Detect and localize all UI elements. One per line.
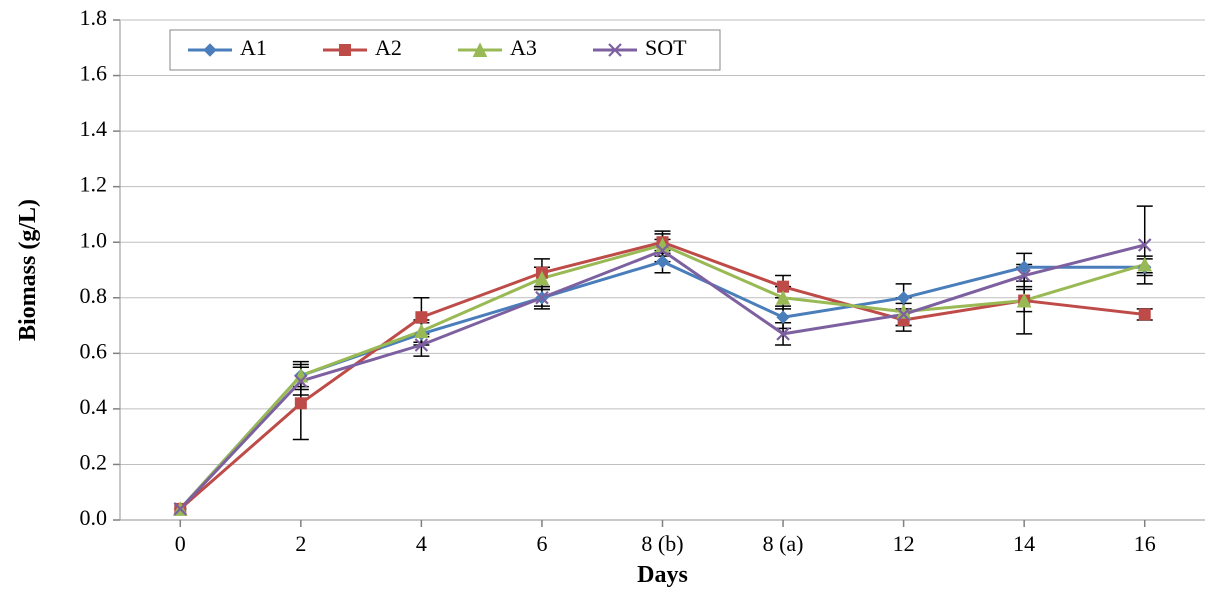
chart-svg: 0.0 0.2 0.4 0.6 0.8 1.0 1.2 1.4 1.6 1.8 0 2 4 6 8 (b) 8…	[0, 0, 1226, 609]
y-tick-label: 0.0	[80, 505, 108, 530]
x-tick-label: 4	[416, 531, 427, 556]
x-tick-label: 14	[1013, 531, 1035, 556]
legend-label-a3: A3	[510, 35, 537, 60]
legend: A1 A2 A3 SOT	[170, 30, 720, 70]
y-axis-title: Biomass (g/L)	[15, 199, 41, 341]
x-tick-label: 8 (b)	[641, 531, 683, 556]
y-tick-label: 1.8	[80, 5, 108, 30]
y-tick-label: 1.2	[80, 172, 108, 197]
x-tick-label: 16	[1134, 531, 1156, 556]
y-tick-label: 1.0	[80, 227, 108, 252]
legend-label-sot: SOT	[645, 35, 687, 60]
x-tick-label: 8 (a)	[763, 531, 804, 556]
y-tick-label: 0.4	[80, 394, 108, 419]
x-tick-label: 12	[893, 531, 915, 556]
x-axis-title: Days	[637, 562, 688, 588]
y-tick-label: 0.2	[80, 449, 108, 474]
x-tick-label: 0	[175, 531, 186, 556]
y-tick-label: 0.8	[80, 283, 108, 308]
legend-label-a1: A1	[240, 35, 267, 60]
legend-label-a2: A2	[375, 35, 402, 60]
x-tick-label: 6	[536, 531, 547, 556]
biomass-chart: 0.0 0.2 0.4 0.6 0.8 1.0 1.2 1.4 1.6 1.8 0 2 4 6 8 (b) 8…	[0, 0, 1226, 609]
x-tick-label: 2	[295, 531, 306, 556]
y-tick-label: 0.6	[80, 338, 108, 363]
y-tick-label: 1.4	[80, 116, 108, 141]
y-tick-label: 1.6	[80, 61, 108, 86]
